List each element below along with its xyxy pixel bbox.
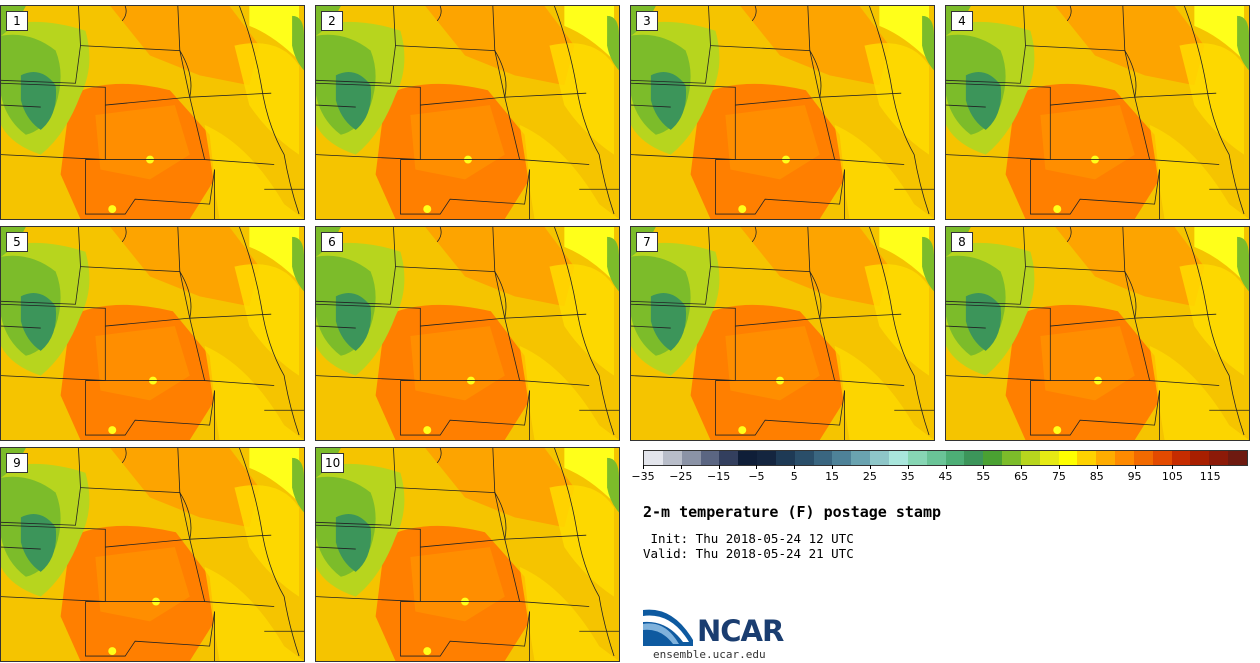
member-number-label: 5 bbox=[6, 232, 28, 252]
temperature-map bbox=[946, 227, 1249, 440]
colorbar-tick: 85 bbox=[1077, 465, 1117, 483]
product-title: 2-m temperature (F) postage stamp bbox=[643, 503, 942, 521]
colorbar-segment bbox=[794, 451, 814, 465]
temperature-map bbox=[631, 6, 934, 219]
member-number-label: 8 bbox=[951, 232, 973, 252]
colorbar-segment bbox=[1190, 451, 1210, 465]
colorbar-segment bbox=[700, 451, 720, 465]
member-number-label: 1 bbox=[6, 11, 28, 31]
colorbar-segment bbox=[851, 451, 871, 465]
colorbar-segment bbox=[738, 451, 758, 465]
colorbar-segment bbox=[775, 451, 795, 465]
colorbar-segment bbox=[662, 451, 682, 465]
temperature-map bbox=[1, 227, 304, 440]
colorbar-segment bbox=[832, 451, 852, 465]
ncar-logo-icon bbox=[643, 609, 693, 646]
member-number-label: 9 bbox=[6, 453, 28, 473]
ncar-logo-text: NCAR bbox=[697, 614, 784, 648]
colorbar-segment bbox=[757, 451, 776, 465]
colorbar-segment bbox=[1209, 451, 1229, 465]
stamp-member-6: 6 bbox=[315, 226, 620, 441]
member-number-label: 4 bbox=[951, 11, 973, 31]
temperature-map bbox=[316, 6, 619, 219]
temperature-map bbox=[1, 6, 304, 219]
colorbar-tick-labels: −35 −25 −15 −5 5 15 25 35 45 55 65 75 85 95 105 115 bbox=[631, 465, 1248, 486]
member-number-label: 3 bbox=[636, 11, 658, 31]
colorbar-tick: 95 bbox=[1115, 465, 1155, 483]
colorbar-tick: 65 bbox=[1001, 465, 1041, 483]
colorbar-segment bbox=[1152, 451, 1172, 465]
colorbar-tick: 45 bbox=[926, 465, 966, 483]
colorbar-segment bbox=[719, 451, 739, 465]
colorbar-segment bbox=[945, 451, 965, 465]
init-time: Init: Thu 2018-05-24 12 UTC bbox=[643, 531, 854, 546]
colorbar-segment bbox=[813, 451, 833, 465]
stamp-member-2: 2 bbox=[315, 5, 620, 220]
member-number-label: 10 bbox=[321, 453, 345, 473]
colorbar-tick: 25 bbox=[850, 465, 890, 483]
temperature-map bbox=[631, 227, 934, 440]
colorbar-tick: −25 bbox=[661, 465, 701, 483]
colorbar-segment bbox=[681, 451, 701, 465]
colorbar-segment bbox=[1228, 451, 1247, 465]
colorbar-segment bbox=[888, 451, 908, 465]
temperature-map bbox=[946, 6, 1249, 219]
colorbar-tick: 15 bbox=[812, 465, 852, 483]
colorbar-segment bbox=[907, 451, 927, 465]
temperature-map bbox=[316, 227, 619, 440]
member-number-label: 6 bbox=[321, 232, 343, 252]
colorbar-tick: 35 bbox=[888, 465, 928, 483]
temperature-colorbar bbox=[643, 450, 1248, 466]
stamp-member-1: 1 bbox=[0, 5, 305, 220]
colorbar-tick: 105 bbox=[1152, 465, 1192, 483]
stamp-member-9: 9 bbox=[0, 447, 305, 662]
colorbar-segment bbox=[1039, 451, 1059, 465]
stamp-member-8: 8 bbox=[945, 226, 1250, 441]
colorbar-segment bbox=[1002, 451, 1021, 465]
colorbar-segment bbox=[1096, 451, 1116, 465]
colorbar-segment bbox=[926, 451, 946, 465]
colorbar-segment bbox=[1171, 451, 1191, 465]
member-number-label: 2 bbox=[321, 11, 343, 31]
colorbar-segment bbox=[964, 451, 984, 465]
colorbar-tick: 75 bbox=[1039, 465, 1079, 483]
colorbar-segment bbox=[870, 451, 889, 465]
colorbar-tick: 55 bbox=[963, 465, 1003, 483]
colorbar-segment bbox=[1020, 451, 1040, 465]
colorbar-tick: 5 bbox=[774, 465, 814, 483]
colorbar-segment bbox=[1133, 451, 1153, 465]
colorbar-segment bbox=[1115, 451, 1134, 465]
colorbar-tick: −15 bbox=[699, 465, 739, 483]
member-number-label: 7 bbox=[636, 232, 658, 252]
stamp-member-10: 10 bbox=[315, 447, 620, 662]
colorbar-tick: −35 bbox=[623, 465, 663, 483]
colorbar-segment bbox=[983, 451, 1003, 465]
stamp-member-4: 4 bbox=[945, 5, 1250, 220]
colorbar-segment bbox=[1058, 451, 1078, 465]
website-url: ensemble.ucar.edu bbox=[653, 648, 766, 661]
stamp-member-7: 7 bbox=[630, 226, 935, 441]
stamp-member-3: 3 bbox=[630, 5, 935, 220]
colorbar-segment bbox=[1077, 451, 1097, 465]
valid-time: Valid: Thu 2018-05-24 21 UTC bbox=[643, 546, 854, 561]
colorbar-tick: −5 bbox=[736, 465, 776, 483]
temperature-map bbox=[316, 448, 619, 661]
colorbar-segment bbox=[644, 451, 663, 465]
stamp-member-5: 5 bbox=[0, 226, 305, 441]
temperature-map bbox=[1, 448, 304, 661]
colorbar-tick: 115 bbox=[1190, 465, 1230, 483]
